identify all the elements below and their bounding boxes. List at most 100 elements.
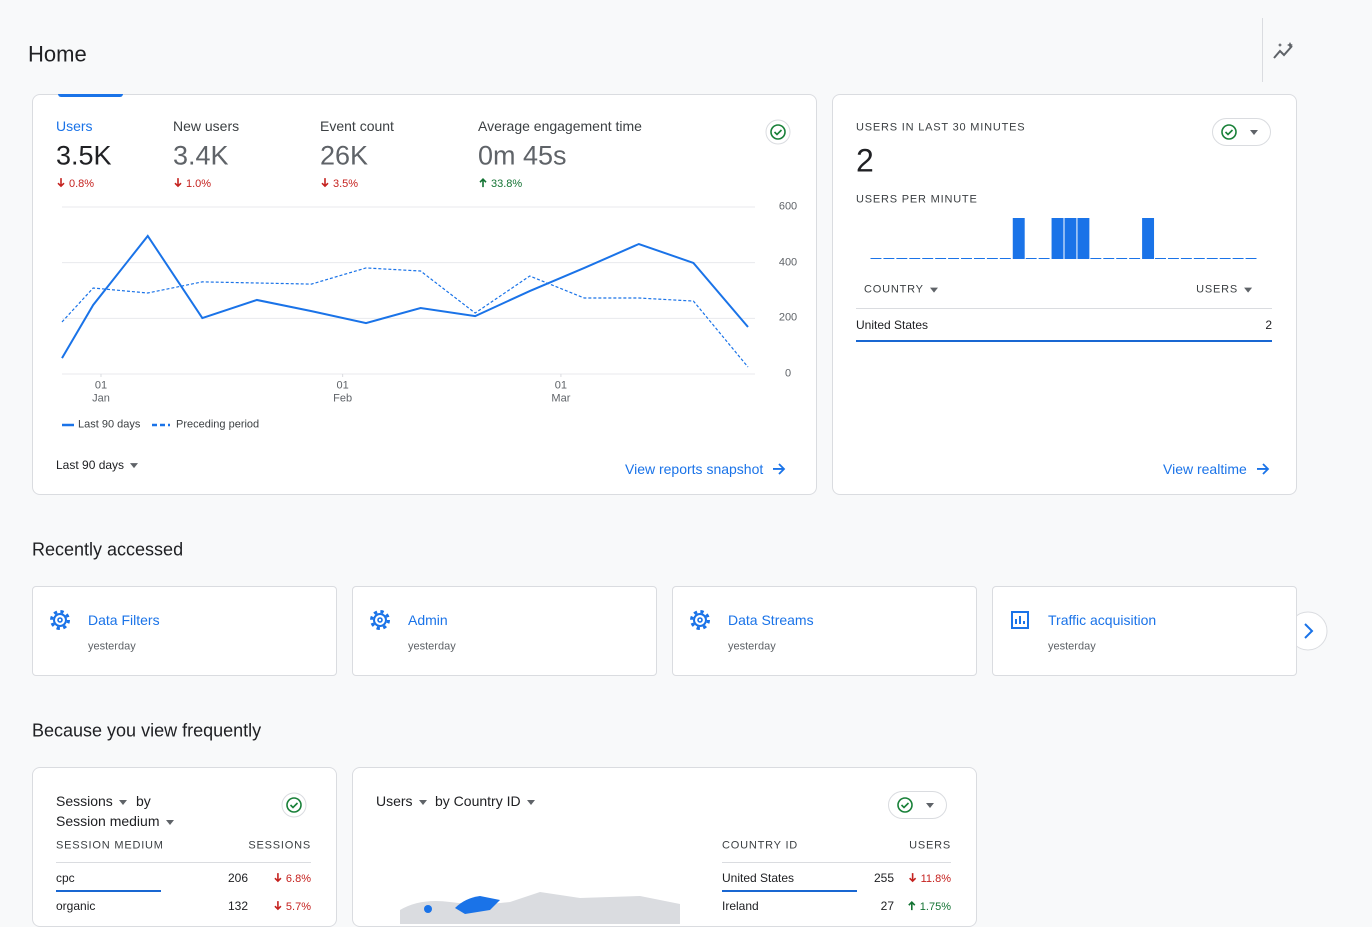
settings-icon	[50, 610, 70, 630]
next-button[interactable]	[1288, 611, 1328, 651]
chart-title: USERS PER MINUTE	[856, 193, 978, 206]
trend-arrow	[321, 178, 329, 188]
link[interactable]: View reports snapshot	[625, 461, 786, 477]
metric-value: 0m 45s	[478, 140, 567, 171]
ring	[281, 792, 307, 818]
bar	[961, 258, 972, 259]
report-icon	[1011, 611, 1029, 629]
dropdown-caret	[929, 287, 938, 293]
gear-teeth	[370, 610, 390, 630]
change: 5.7%	[273, 900, 311, 914]
bar	[948, 258, 960, 259]
divider	[56, 862, 311, 863]
bar	[1129, 258, 1141, 259]
metric-select[interactable]: Users	[376, 793, 427, 809]
bar	[870, 258, 882, 259]
trend-arrow	[174, 178, 182, 188]
metric-label[interactable]: New users	[173, 117, 240, 134]
bar	[1167, 258, 1179, 259]
metric-value: 26K	[320, 140, 369, 171]
trend-arrow	[908, 901, 916, 911]
row-label: cpc	[56, 871, 75, 886]
metric-label[interactable]: Users	[56, 117, 93, 134]
page-title: Home	[28, 41, 87, 67]
check-circle	[286, 797, 302, 813]
recent-card[interactable]	[992, 586, 1297, 676]
x-tick-label: 01 Feb	[333, 379, 353, 404]
date-range[interactable]: Last 90 days	[56, 458, 139, 473]
series-line	[61, 234, 749, 359]
column-header[interactable]: USERS	[1196, 284, 1252, 297]
row-value: 2	[1265, 318, 1272, 333]
change-value: 33.8%	[491, 178, 523, 191]
legend-swatch	[152, 423, 170, 427]
gear-hole	[377, 617, 383, 623]
bar	[1090, 258, 1102, 259]
recent-card[interactable]	[672, 586, 977, 676]
bar	[1103, 258, 1115, 259]
row-label: Ireland	[722, 899, 759, 914]
recent-name[interactable]: Admin	[408, 611, 448, 628]
status-icon[interactable]	[281, 791, 307, 819]
dimension-select[interactable]: Session medium	[56, 813, 174, 829]
recent-name[interactable]: Data Streams	[728, 611, 814, 628]
recent-card[interactable]	[32, 586, 337, 676]
recent-name[interactable]: Traffic acquisition	[1048, 611, 1157, 628]
bar	[1038, 258, 1050, 259]
overview-card	[32, 94, 817, 495]
gear-hole	[697, 617, 703, 623]
trend-arrow	[479, 178, 487, 188]
metric-select[interactable]: Sessions	[56, 793, 127, 809]
link[interactable]: View realtime	[1163, 461, 1270, 477]
column-header: COUNTRY ID	[722, 839, 799, 852]
status-icon[interactable]	[765, 118, 791, 146]
change-value: 0.8%	[69, 178, 95, 191]
metric-label[interactable]: Event count	[320, 117, 394, 134]
bar	[1245, 258, 1257, 259]
change: 1.75%	[907, 900, 951, 914]
trend-arrow	[274, 901, 282, 911]
recent-time: yesterday	[1048, 640, 1096, 653]
column-header: SESSIONS	[248, 839, 311, 852]
section-title: Recently accessed	[32, 539, 184, 560]
row-bar	[856, 340, 1272, 342]
row-label: United States	[722, 871, 795, 886]
column-header: SESSION MEDIUM	[56, 839, 164, 852]
ring	[765, 119, 791, 145]
x-tick-label: 01 Jan	[92, 379, 110, 404]
check	[773, 129, 783, 136]
check	[289, 802, 299, 809]
dropdown-caret	[1244, 287, 1252, 293]
realtime-card	[832, 94, 1297, 495]
settings-icon	[690, 610, 710, 630]
row-value: 206	[227, 871, 248, 886]
insights-button[interactable]	[1272, 40, 1298, 62]
check-circle	[770, 124, 786, 140]
change-value: 3.5%	[333, 178, 359, 191]
dropdown-caret	[526, 799, 535, 805]
divider	[856, 308, 1272, 309]
bar	[986, 258, 998, 259]
status-dropdown[interactable]	[1212, 118, 1272, 146]
y-tick-label: 0	[784, 367, 792, 380]
change: 0.8%	[56, 177, 94, 191]
check-circle	[897, 797, 913, 813]
bar	[1142, 218, 1155, 259]
trend-arrow	[57, 178, 65, 188]
bars	[1015, 616, 1025, 624]
row-value: 255	[873, 871, 894, 886]
status-dropdown[interactable]	[888, 791, 948, 819]
pill	[1212, 118, 1271, 146]
column-header[interactable]: COUNTRY	[864, 284, 938, 297]
dimension-select[interactable]: by Country ID	[435, 793, 535, 809]
recent-card[interactable]	[352, 586, 657, 676]
map	[400, 892, 680, 924]
recent-time: yesterday	[728, 640, 776, 653]
gear-teeth	[50, 610, 70, 630]
arrow-icon	[1256, 463, 1270, 475]
gear-teeth	[690, 610, 710, 630]
metric-label[interactable]: Average engagement time	[478, 117, 642, 134]
recent-name[interactable]: Data Filters	[88, 611, 160, 628]
column-header: USERS	[909, 839, 951, 852]
row-label: organic	[56, 899, 96, 914]
